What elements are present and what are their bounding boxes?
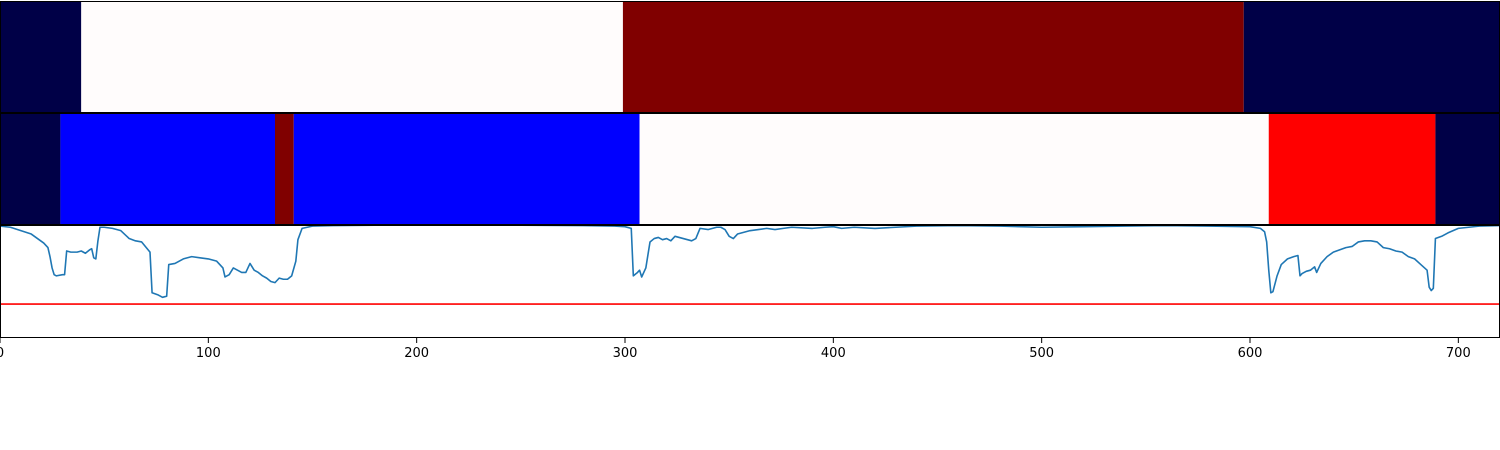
heatmap-1-segment-1 xyxy=(0,1,82,113)
line-panel xyxy=(0,224,1500,305)
heatmap-strip-2 xyxy=(0,113,1500,225)
heatmap-1-segment-2 xyxy=(81,1,623,113)
x-tick-label-500: 500 xyxy=(1029,346,1054,361)
heatmap-2-segment-6 xyxy=(1268,113,1436,225)
series-line xyxy=(0,224,1500,299)
x-tick-label-0: 0 xyxy=(0,346,4,361)
x-tick-label-300: 300 xyxy=(613,346,638,361)
x-tick-label-700: 700 xyxy=(1446,346,1471,361)
heatmap-1-segment-4 xyxy=(1243,1,1500,113)
x-axis: 0 100 200 300 400 500 600 700 xyxy=(0,338,1471,361)
heatmap-2-segment-2 xyxy=(60,113,275,225)
x-tick-label-200: 200 xyxy=(404,346,429,361)
panel-frame-3 xyxy=(0,225,1500,338)
heatmap-2-segment-5 xyxy=(639,113,1269,225)
heatmap-1-segment-3 xyxy=(622,1,1244,113)
heatmap-strip-1 xyxy=(0,1,1500,113)
x-tick-label-100: 100 xyxy=(196,346,221,361)
x-tick-label-400: 400 xyxy=(821,346,846,361)
heatmap-2-segment-7 xyxy=(1435,113,1500,225)
heatmap-2-segment-3 xyxy=(275,113,294,225)
heatmap-2-segment-1 xyxy=(0,113,61,225)
heatmap-2-segment-4 xyxy=(293,113,640,225)
x-tick-label-600: 600 xyxy=(1238,346,1263,361)
